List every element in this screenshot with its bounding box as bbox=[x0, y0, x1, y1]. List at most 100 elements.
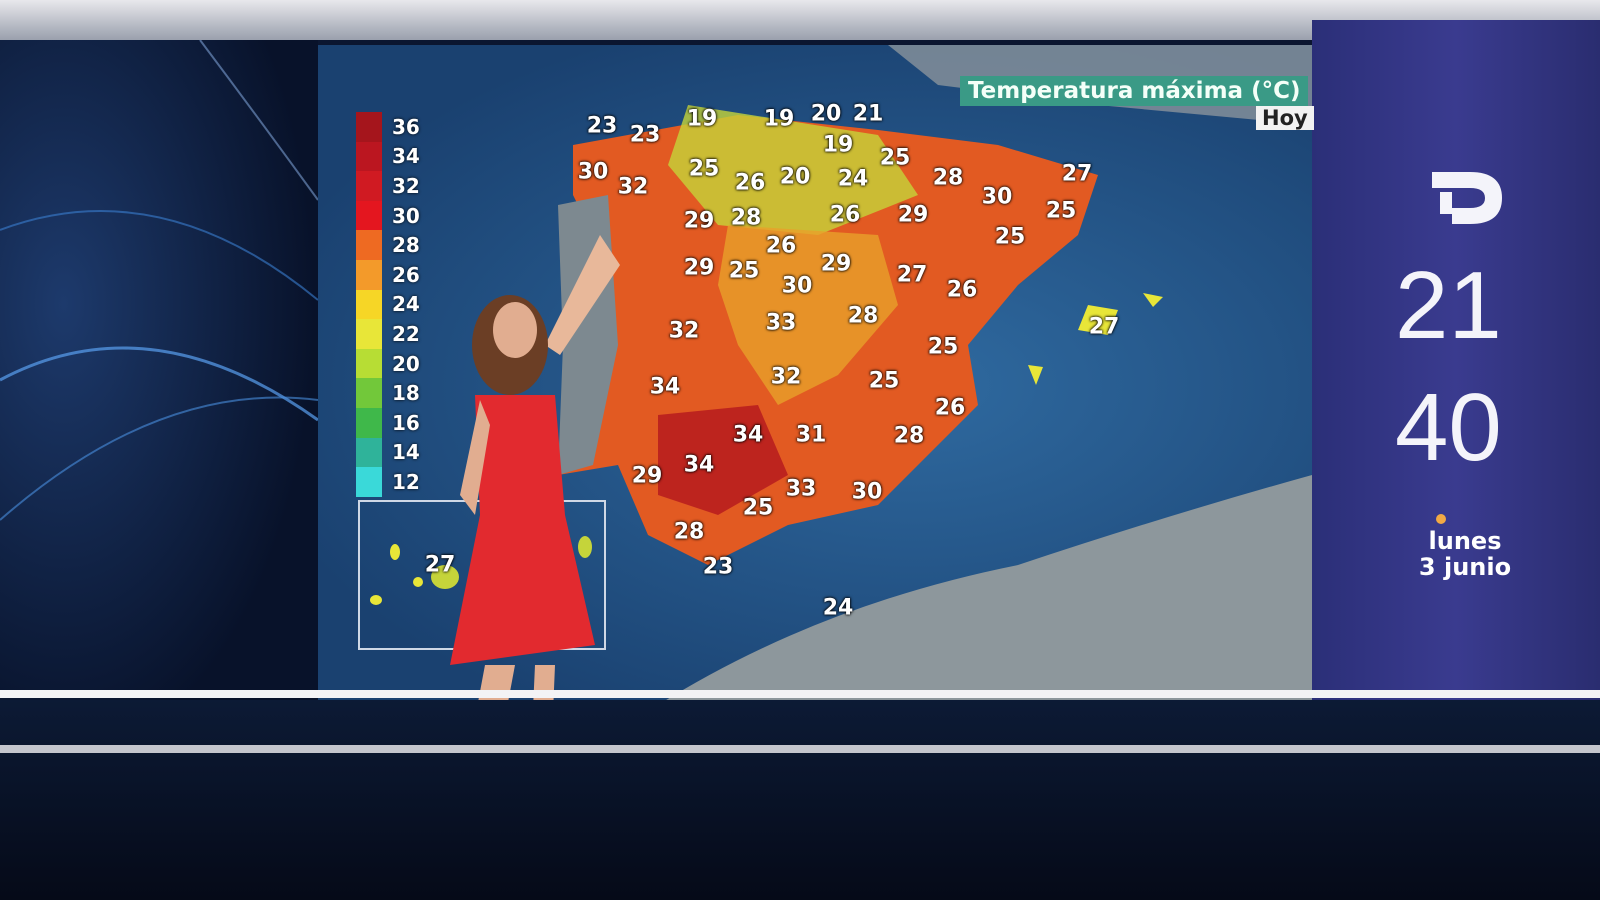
legend-label: 34 bbox=[392, 144, 420, 169]
temperature-value: 23 bbox=[629, 122, 661, 148]
legend-row: 32 bbox=[356, 171, 420, 201]
legend-row: 20 bbox=[356, 348, 420, 379]
legend-swatch bbox=[356, 230, 382, 260]
legend-label: 36 bbox=[392, 114, 420, 139]
legend-row: 22 bbox=[356, 319, 420, 349]
legend-label: 32 bbox=[392, 173, 420, 198]
legend-swatch bbox=[356, 171, 382, 201]
temperature-value: 26 bbox=[946, 277, 978, 303]
legend-label: 16 bbox=[392, 410, 420, 435]
temperature-value: 25 bbox=[688, 156, 720, 182]
temperature-value: 31 bbox=[795, 422, 827, 448]
floor-light-strip bbox=[0, 690, 1600, 698]
clock-hour: 21 bbox=[1395, 252, 1502, 359]
legend-swatch bbox=[356, 319, 382, 349]
temperature-value: 26 bbox=[765, 233, 797, 259]
legend-row: 30 bbox=[356, 200, 420, 231]
date-label: lunes 3 junio bbox=[1400, 528, 1530, 580]
temperature-value: 30 bbox=[781, 273, 813, 299]
temperature-value: 26 bbox=[734, 170, 766, 196]
legend-swatch bbox=[356, 467, 382, 497]
temperature-value: 27 bbox=[1061, 161, 1093, 187]
legend-row: 26 bbox=[356, 259, 420, 290]
legend-row: 24 bbox=[356, 289, 420, 320]
weekday: lunes bbox=[1428, 527, 1502, 555]
temperature-value: 29 bbox=[820, 251, 852, 277]
temperature-value: 32 bbox=[770, 364, 802, 390]
legend-row: 14 bbox=[356, 437, 420, 468]
temperature-value: 28 bbox=[893, 423, 925, 449]
temperature-value: 21 bbox=[852, 101, 884, 127]
temperature-value: 34 bbox=[732, 422, 764, 448]
temperature-value: 25 bbox=[742, 495, 774, 521]
temperature-value: 30 bbox=[851, 479, 883, 505]
temperature-value: 20 bbox=[810, 101, 842, 127]
weather-map bbox=[318, 45, 1312, 725]
temperature-value: 25 bbox=[927, 334, 959, 360]
clock-minute: 40 bbox=[1395, 374, 1502, 481]
legend-label: 26 bbox=[392, 262, 420, 287]
temperature-value: 27 bbox=[424, 552, 456, 578]
legend-swatch bbox=[356, 289, 382, 320]
temperature-value: 19 bbox=[763, 106, 795, 132]
temperature-value: 28 bbox=[673, 519, 705, 545]
legend-label: 22 bbox=[392, 321, 420, 346]
sun-dot-icon bbox=[1436, 514, 1446, 524]
legend-label: 28 bbox=[392, 233, 420, 258]
temperature-value: 32 bbox=[668, 318, 700, 344]
temperature-value: 34 bbox=[683, 452, 715, 478]
temperature-value: 25 bbox=[879, 145, 911, 171]
temperature-value: 29 bbox=[683, 255, 715, 281]
channel-logo-icon bbox=[1432, 172, 1502, 224]
legend-swatch bbox=[356, 378, 382, 408]
temperature-value: 26 bbox=[829, 202, 861, 228]
legend-label: 18 bbox=[392, 381, 420, 406]
legend-row: 34 bbox=[356, 141, 420, 172]
temperature-value: 30 bbox=[981, 184, 1013, 210]
temperature-value: 27 bbox=[1088, 314, 1120, 340]
temperature-value: 29 bbox=[897, 202, 929, 228]
legend-row: 12 bbox=[356, 467, 420, 497]
legend-label: 20 bbox=[392, 351, 420, 376]
legend-swatch bbox=[356, 112, 382, 142]
legend-swatch bbox=[356, 259, 382, 290]
temperature-value: 29 bbox=[683, 208, 715, 234]
light-streaks bbox=[0, 39, 319, 521]
temperature-value: 30 bbox=[577, 159, 609, 185]
canary-islands-shapes bbox=[370, 536, 592, 605]
temperature-value: 25 bbox=[1045, 198, 1077, 224]
temperature-value: 28 bbox=[730, 205, 762, 231]
legend-label: 30 bbox=[392, 203, 420, 228]
side-info-panel bbox=[1312, 20, 1600, 750]
temperature-value: 27 bbox=[896, 262, 928, 288]
temperature-value: 19 bbox=[686, 106, 718, 132]
map-title: Temperatura máxima (°C) bbox=[960, 76, 1309, 106]
temperature-value: 25 bbox=[994, 224, 1026, 250]
legend-swatch bbox=[356, 348, 382, 379]
legend-row: 18 bbox=[356, 378, 420, 408]
temperature-value: 26 bbox=[934, 395, 966, 421]
legend-swatch bbox=[356, 141, 382, 172]
temperature-value: 24 bbox=[837, 166, 869, 192]
temperature-value: 32 bbox=[617, 174, 649, 200]
temperature-value: 23 bbox=[586, 113, 618, 139]
temperature-value: 33 bbox=[785, 476, 817, 502]
temperature-value: 24 bbox=[822, 595, 854, 621]
legend-label: 24 bbox=[392, 292, 420, 317]
period-badge: Hoy bbox=[1256, 106, 1314, 130]
temperature-value: 34 bbox=[649, 374, 681, 400]
temperature-value: 28 bbox=[932, 165, 964, 191]
legend-row: 36 bbox=[356, 112, 420, 142]
temperature-value: 33 bbox=[765, 310, 797, 336]
legend-swatch bbox=[356, 200, 382, 231]
temperature-value: 23 bbox=[702, 554, 734, 580]
temperature-value: 25 bbox=[728, 258, 760, 284]
legend-swatch bbox=[356, 437, 382, 468]
temperature-value: 19 bbox=[822, 132, 854, 158]
date: 3 junio bbox=[1418, 553, 1512, 581]
temperature-value: 29 bbox=[631, 463, 663, 489]
legend-row: 16 bbox=[356, 407, 420, 438]
floor-light-strip-lower bbox=[0, 745, 1600, 753]
temperature-value: 25 bbox=[868, 368, 900, 394]
temperature-value: 28 bbox=[847, 303, 879, 329]
